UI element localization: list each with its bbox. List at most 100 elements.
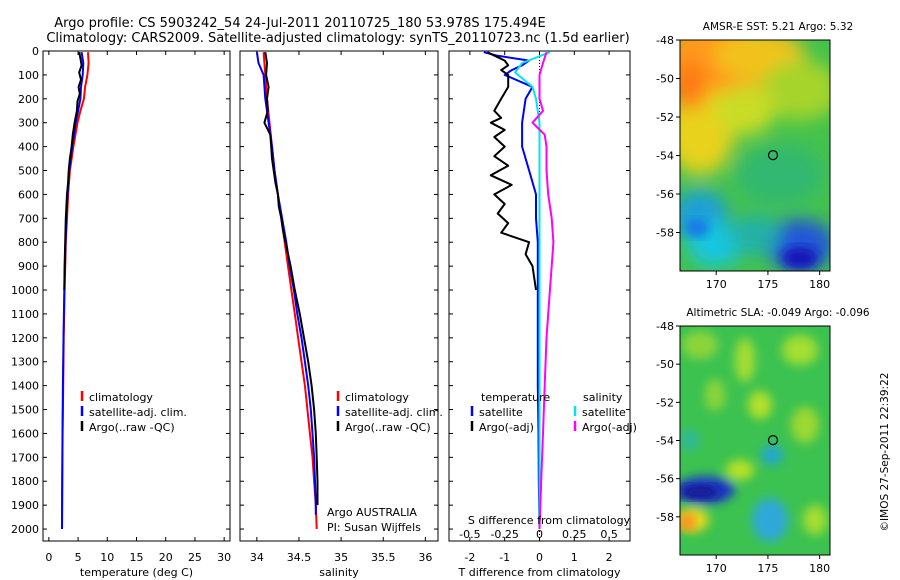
map-y-tick-label: -56 — [656, 473, 674, 486]
map-y-tick-label: -54 — [656, 150, 674, 163]
sst-map-image — [680, 40, 830, 271]
map-y-tick-label: -52 — [656, 396, 674, 409]
y-tick-label: 500 — [18, 165, 39, 178]
y-tick-label: 2000 — [11, 523, 39, 536]
x-axis-label-secondary: S difference from climatology — [468, 514, 631, 527]
series-argo-raw-qc — [263, 52, 319, 506]
x-tick-label: 34.5 — [287, 551, 312, 564]
x-axis-label: T difference from climatology — [458, 566, 621, 579]
x-tick-label: 5 — [75, 551, 82, 564]
legend-entry: satellite-adj. clim. — [345, 406, 443, 419]
temperature-profile-axes — [42, 50, 231, 542]
x-tick-label-secondary: 0 — [536, 528, 543, 541]
y-tick-label: 1300 — [11, 356, 39, 369]
credit-text: ©IMOS 27-Sep-2011 22:39:22 — [879, 373, 891, 532]
x-tick-label: 35.5 — [371, 551, 396, 564]
x-tick-label-secondary: 0.25 — [562, 528, 587, 541]
sst-argo-marker — [767, 150, 779, 161]
x-tick-label: 35 — [334, 551, 348, 564]
map-y-tick-label: -48 — [656, 320, 674, 333]
map-y-tick-label: -56 — [656, 188, 674, 201]
map-x-tick-label: 175 — [757, 562, 778, 575]
map-y-tick-label: -52 — [656, 111, 674, 124]
map-y-tick-label: -58 — [656, 227, 674, 240]
x-tick-label-secondary: 0.5 — [600, 528, 618, 541]
map-y-tick-label: -54 — [656, 435, 674, 448]
y-tick-label: 900 — [18, 260, 39, 273]
temperature-panel: 0 5 10 15 20 25 30 temperature (deg C) 0 100 200 30… — [11, 45, 231, 579]
y-tick-label: 700 — [18, 212, 39, 225]
map-x-tick-label: 180 — [809, 278, 830, 291]
y-tick-label: 100 — [18, 69, 39, 82]
y-tick-label: 600 — [18, 188, 39, 201]
sla-argo-marker — [767, 435, 779, 446]
x-tick-label: 1 — [571, 551, 578, 564]
title-line-1: Argo profile: CS 5903242_54 24-Jul-2011 … — [54, 16, 545, 31]
sst-map-panel: 170 175 180 -48 -50 -52 -54 -56 -58 — [656, 34, 831, 291]
y-tick-label: 1700 — [11, 451, 39, 464]
legend-entry: satellite — [479, 406, 523, 419]
x-axis-label: temperature (deg C) — [80, 566, 193, 579]
series-temperature-argo-adj — [486, 51, 537, 291]
x-tick-label: 25 — [188, 551, 202, 564]
series-salinity-satellite — [514, 51, 551, 529]
salinity-panel: 34 34.5 35 35.5 36 salinity climatology satelli… — [239, 50, 443, 579]
x-tick-label: 0 — [536, 551, 543, 564]
y-tick-label: 1000 — [11, 284, 39, 297]
map-y-tick-label: -48 — [656, 34, 674, 47]
legend-header-temperature: temperature — [481, 391, 550, 404]
y-tick-label: 1500 — [11, 404, 39, 417]
legend-entry: satellite — [582, 406, 626, 419]
series-argo-raw-qc — [63, 52, 83, 291]
x-tick-label: 15 — [130, 551, 144, 564]
x-tick-label: 0 — [45, 551, 52, 564]
x-tick-label-secondary: -0.25 — [490, 528, 518, 541]
sst-map-title: AMSR-E SST: 5.21 Argo: 5.32 — [703, 21, 853, 33]
x-tick-label: -1 — [499, 551, 510, 564]
sla-map-title: Altimetric SLA: -0.049 Argo: -0.096 — [686, 307, 870, 319]
sla-map-image — [680, 326, 830, 555]
legend-header-salinity: salinity — [583, 391, 623, 404]
legend-entry: Argo(..raw -QC) — [345, 421, 431, 434]
x-tick-label: 34 — [250, 551, 264, 564]
y-tick-label: 200 — [18, 93, 39, 106]
x-tick-label: 36 — [418, 551, 432, 564]
difference-panel: -2 -1 0 1 2 T difference from climatology temp… — [448, 50, 637, 579]
y-tick-label: 400 — [18, 141, 39, 154]
legend-entry: satellite-adj. clim. — [89, 406, 187, 419]
legend-entry: Argo(-adj) — [479, 421, 534, 434]
series-salinity-argo-adj — [531, 51, 555, 530]
y-tick-label: 1400 — [11, 380, 39, 393]
legend-entry: Argo(..raw -QC) — [89, 421, 175, 434]
sla-map-panel: 170 175 180 -48 -50 -52 -54 -56 -58 — [656, 320, 831, 575]
y-tick-label: 800 — [18, 236, 39, 249]
legend-entry: climatology — [89, 391, 153, 404]
y-tick-label: 1800 — [11, 475, 39, 488]
map-x-tick-label: 180 — [809, 562, 830, 575]
x-tick-label: 2 — [606, 551, 613, 564]
legend-entry: Argo(-adj) — [582, 421, 637, 434]
map-x-tick-label: 175 — [757, 278, 778, 291]
annotation-argo-australia: Argo AUSTRALIA — [327, 506, 417, 519]
map-y-tick-label: -58 — [656, 511, 674, 524]
annotation-pi: PI: Susan Wijffels — [327, 521, 421, 534]
salinity-profile-axes — [239, 50, 439, 542]
map-y-tick-label: -50 — [656, 73, 674, 86]
x-tick-label: 10 — [100, 551, 114, 564]
y-tick-label: 0 — [32, 45, 39, 58]
legend-entry: climatology — [345, 391, 409, 404]
x-tick-label: -2 — [464, 551, 475, 564]
title-line-2: Climatology: CARS2009. Satellite-adjuste… — [46, 31, 629, 46]
x-tick-label-secondary: -0.5 — [459, 528, 480, 541]
map-x-tick-label: 170 — [706, 278, 727, 291]
map-y-tick-label: -50 — [656, 358, 674, 371]
x-axis-label: salinity — [319, 566, 359, 579]
y-tick-label: 1600 — [11, 427, 39, 440]
y-tick-label: 1900 — [11, 499, 39, 512]
y-tick-label: 300 — [18, 117, 39, 130]
y-tick-label: 1100 — [11, 308, 39, 321]
x-tick-label: 20 — [159, 551, 173, 564]
map-x-tick-label: 170 — [706, 562, 727, 575]
x-tick-label: 30 — [217, 551, 231, 564]
